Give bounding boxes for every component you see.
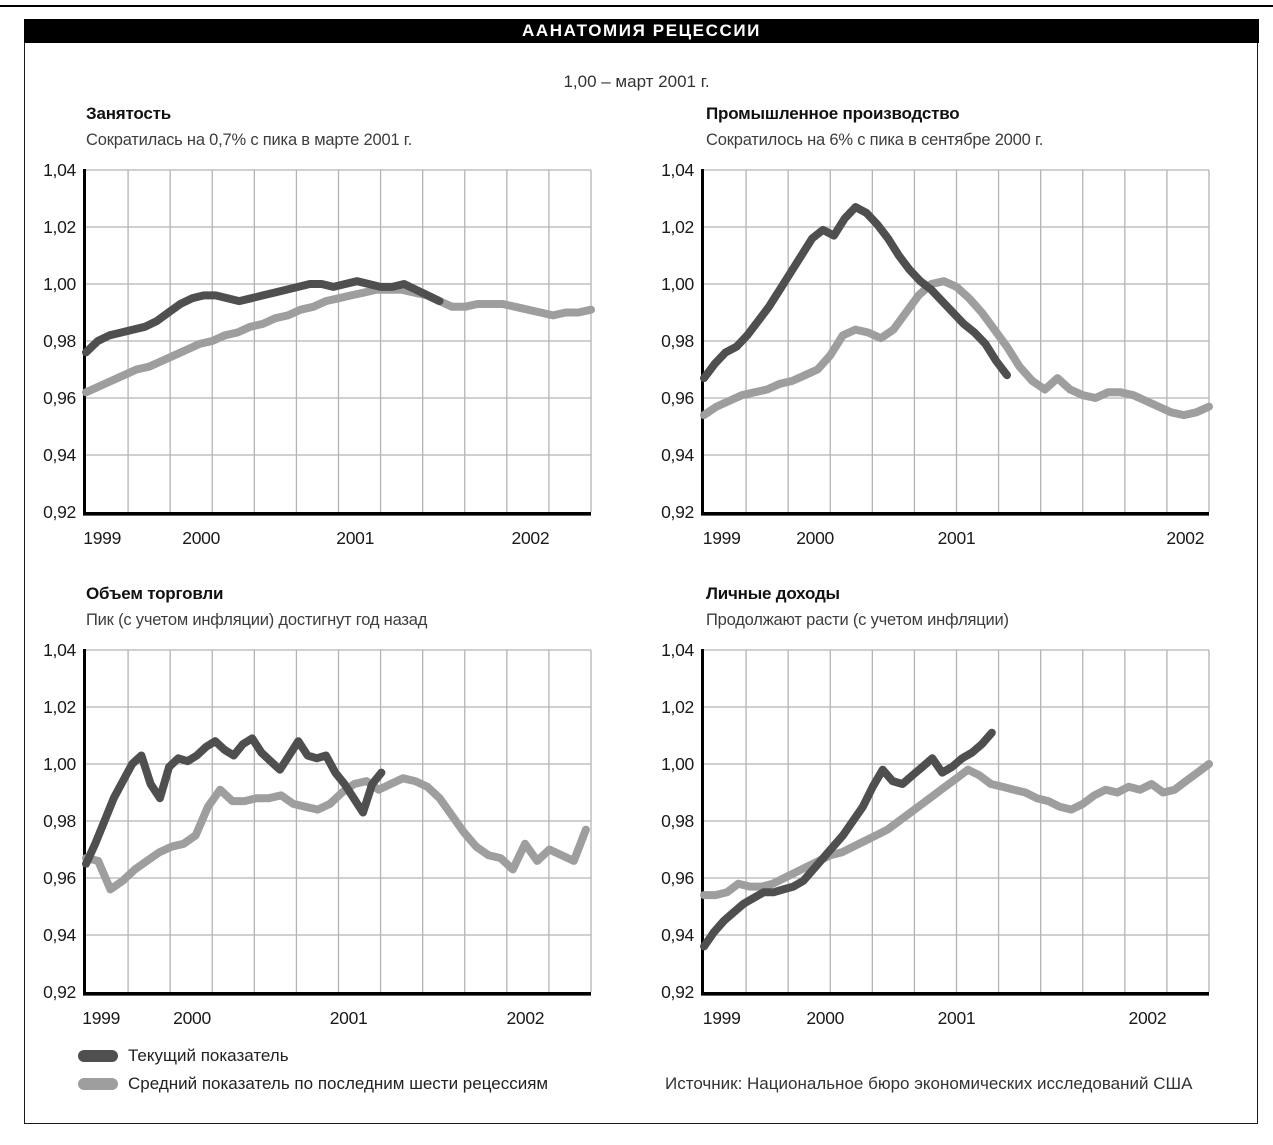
svg-text:2002: 2002 (1166, 528, 1204, 548)
svg-text:0,96: 0,96 (43, 868, 76, 888)
trade-volume-chart-subtitle: Пик (с учетом инфляции) достигнут год на… (86, 611, 428, 629)
grid (704, 169, 1210, 512)
x-axis-labels: 1999 2000 2001 2002 (703, 528, 1205, 548)
svg-text:2000: 2000 (796, 528, 834, 548)
svg-text:1999: 1999 (703, 1008, 741, 1028)
svg-text:1,02: 1,02 (661, 697, 694, 717)
personal-income-chart-title: Личные доходы (706, 584, 840, 603)
svg-text:0,96: 0,96 (661, 868, 694, 888)
source-note: Источник: Национальное бюро экономически… (665, 1074, 1193, 1093)
employment-chart-subtitle: Сократилась на 0,7% с пика в марте 2001 … (86, 131, 412, 149)
average-series-line (700, 277, 1213, 420)
x-axis-labels: 1999 2000 2001 2002 (703, 1008, 1167, 1028)
svg-text:0,92: 0,92 (661, 982, 694, 1002)
svg-text:0,94: 0,94 (661, 925, 694, 945)
average-series-legend-label: Средний показатель по последним шести ре… (128, 1074, 549, 1093)
svg-text:1,04: 1,04 (43, 640, 76, 660)
x-axis-labels: 1999 2000 2001 2002 (82, 1008, 544, 1028)
svg-text:2000: 2000 (806, 1008, 844, 1028)
svg-text:0,98: 0,98 (43, 331, 76, 351)
svg-text:0,94: 0,94 (43, 925, 76, 945)
svg-text:2001: 2001 (938, 528, 976, 548)
current-series-swatch (78, 1050, 118, 1062)
current-series-legend-label: Текущий показатель (128, 1046, 289, 1065)
svg-text:0,96: 0,96 (43, 388, 76, 408)
y-axis-labels: 1,04 1,02 1,00 0,98 0,96 0,94 0,92 (661, 640, 695, 1002)
trade-volume-chart-title: Объем торговли (86, 584, 224, 603)
svg-text:1,02: 1,02 (43, 697, 76, 717)
header-banner: ААНАТОМИЯ РЕЦЕССИИ (24, 19, 1259, 43)
employment-chart: 1,04 1,02 1,00 0,98 0,96 0,94 0,92 1999 2000 2001… (43, 160, 595, 548)
grid (86, 169, 592, 512)
industrial-production-chart-subtitle: Сократилось на 6% с пика в сентябре 2000… (706, 131, 1044, 149)
top-rule (0, 5, 1273, 7)
personal-income-chart: 1,04 1,02 1,00 0,98 0,96 0,94 0,92 1999 2000 2001… (661, 640, 1213, 1028)
svg-text:1,04: 1,04 (661, 160, 694, 180)
average-series-swatch (78, 1078, 118, 1090)
svg-text:0,92: 0,92 (43, 982, 76, 1002)
grid (86, 649, 592, 992)
x-axis-labels: 1999 2000 2001 2002 (83, 528, 549, 548)
svg-text:1,04: 1,04 (43, 160, 76, 180)
average-series-line (700, 760, 1213, 900)
svg-text:1,00: 1,00 (43, 274, 76, 294)
average-series-line (82, 774, 590, 894)
svg-text:0,98: 0,98 (43, 811, 76, 831)
svg-text:1,00: 1,00 (661, 754, 694, 774)
svg-text:0,98: 0,98 (661, 331, 694, 351)
personal-income-chart-subtitle: Продолжают расти (с учетом инфляции) (706, 611, 1009, 629)
svg-text:1,04: 1,04 (661, 640, 694, 660)
y-axis-labels: 1,04 1,02 1,00 0,98 0,96 0,94 0,92 (43, 160, 77, 522)
svg-text:1,02: 1,02 (661, 217, 694, 237)
svg-text:1,02: 1,02 (43, 217, 76, 237)
svg-text:1,00: 1,00 (43, 754, 76, 774)
svg-text:2000: 2000 (182, 528, 220, 548)
current-series-line (82, 734, 386, 868)
svg-text:2001: 2001 (938, 1008, 976, 1028)
trade-volume-chart: 1,04 1,02 1,00 0,98 0,96 0,94 0,92 1999 2000 2001… (43, 640, 592, 1028)
y-axis-labels: 1,04 1,02 1,00 0,98 0,96 0,94 0,92 (43, 640, 77, 1002)
industrial-production-chart-title: Промышленное производство (706, 104, 960, 123)
current-series-line (700, 203, 1011, 383)
current-series-line (82, 277, 444, 357)
svg-text:0,94: 0,94 (43, 445, 76, 465)
average-series-line (82, 285, 595, 397)
svg-text:2002: 2002 (506, 1008, 544, 1028)
svg-text:0,98: 0,98 (661, 811, 694, 831)
svg-text:2000: 2000 (173, 1008, 211, 1028)
svg-text:2002: 2002 (1129, 1008, 1167, 1028)
page-title: ААНАТОМИЯ РЕЦЕССИИ (522, 21, 761, 40)
content-frame (24, 43, 1258, 1124)
svg-text:2002: 2002 (512, 528, 550, 548)
grid (704, 649, 1210, 992)
svg-text:1,00: 1,00 (661, 274, 694, 294)
svg-text:2001: 2001 (336, 528, 374, 548)
svg-text:1999: 1999 (83, 528, 121, 548)
svg-text:0,96: 0,96 (661, 388, 694, 408)
svg-text:0,92: 0,92 (43, 502, 76, 522)
industrial-production-chart: 1,04 1,02 1,00 0,98 0,96 0,94 0,92 1999 2000 2001… (661, 160, 1213, 548)
svg-text:1999: 1999 (82, 1008, 120, 1028)
svg-text:0,92: 0,92 (661, 502, 694, 522)
employment-chart-title: Занятость (86, 104, 171, 123)
current-series-line (700, 728, 996, 951)
svg-text:2001: 2001 (330, 1008, 368, 1028)
y-axis-labels: 1,04 1,02 1,00 0,98 0,96 0,94 0,92 (661, 160, 695, 522)
svg-text:0,94: 0,94 (661, 445, 694, 465)
normalization-note: 1,00 – март 2001 г. (563, 72, 710, 91)
svg-text:1999: 1999 (703, 528, 741, 548)
